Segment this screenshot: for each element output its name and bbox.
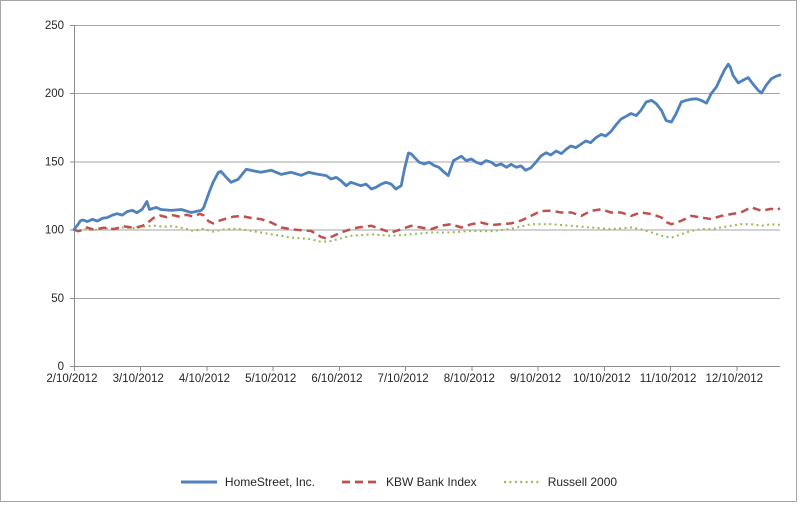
y-axis-tick-label: 50 <box>51 293 64 305</box>
legend-label-homestreet-inc: HomeStreet, Inc. <box>224 475 315 489</box>
x-axis-tick-label: 10/10/2012 <box>573 373 631 385</box>
x-axis-tick-label: 3/10/2012 <box>113 373 164 385</box>
y-axis-tick-label: 150 <box>45 156 64 168</box>
legend-label-russell-2000: Russell 2000 <box>547 475 618 489</box>
line-chart-plot: 0 50 100 150 200 250 2/10/2012 3/10/2012 4/10/20… <box>45 20 782 385</box>
x-axis-tick-label: 7/10/2012 <box>378 373 429 385</box>
y-axis-tick-label: 200 <box>45 88 64 100</box>
chart-legend: HomeStreet, Inc. KBW Bank Index Russell 20… <box>1 475 796 489</box>
legend-item-russell-2000: Russell 2000 <box>503 475 617 489</box>
x-axis-tick-label: 6/10/2012 <box>311 373 362 385</box>
x-axis-tick-label: 9/10/2012 <box>510 373 561 385</box>
legend-line-sample-homestreet-inc <box>180 480 217 484</box>
series-line-homestreet-inc <box>72 62 782 231</box>
legend-label-kbw-bank-index: KBW Bank Index <box>385 475 477 489</box>
legend-line-sample-kbw-bank-index <box>341 480 378 484</box>
legend-item-homestreet-inc: HomeStreet, Inc. <box>180 475 315 489</box>
legend-line-sample-russell-2000 <box>503 480 540 484</box>
series-line-kbw-bank-index <box>73 206 781 240</box>
x-axis-tick-label: 11/10/2012 <box>640 373 697 385</box>
x-axis-tick-label: 4/10/2012 <box>179 373 230 385</box>
y-axis-tick-label: 100 <box>45 225 64 237</box>
x-axis-tick-label: 2/10/2012 <box>46 373 97 385</box>
x-axis-tick-label: 5/10/2012 <box>245 373 296 385</box>
legend-item-kbw-bank-index: KBW Bank Index <box>341 475 477 489</box>
x-axis-tick-label: 8/10/2012 <box>444 373 495 385</box>
x-axis-tick-label: 12/10/2012 <box>706 373 764 385</box>
y-axis-tick-label: 250 <box>45 20 64 32</box>
y-axis-tick-label: 0 <box>58 361 64 373</box>
series-line-russell-2000 <box>73 223 781 243</box>
